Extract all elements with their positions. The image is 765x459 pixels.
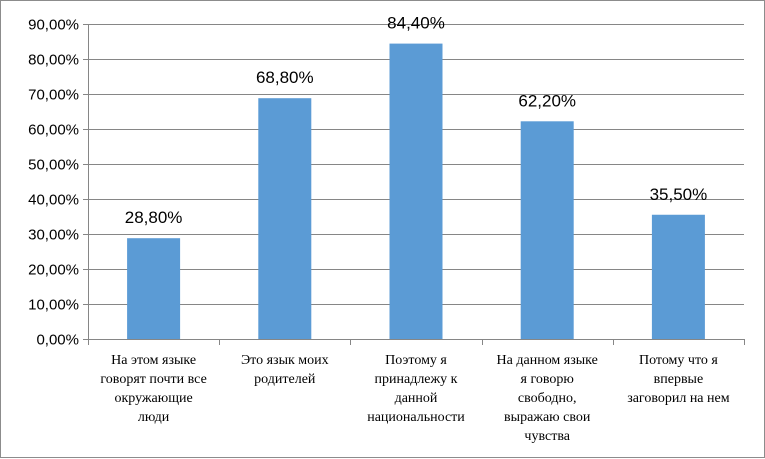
category-label: На этом языке говорят почти все окружающие…: [100, 353, 206, 425]
category-label-line: На данном языке: [497, 353, 598, 368]
data-label: 35,50%: [650, 185, 708, 204]
y-tick-label: 80,00%: [28, 52, 79, 69]
category-label-line: принадлежу к: [375, 372, 458, 387]
bar: [520, 121, 574, 339]
category-label-line: Это язык моих: [241, 353, 329, 368]
category-label-line: На этом языке: [111, 353, 196, 368]
y-tick-label: 60,00%: [28, 122, 79, 139]
y-tick-label: 40,00%: [28, 192, 79, 209]
category-label-line: данной: [395, 391, 438, 406]
category-label-line: Поэтому я: [385, 353, 447, 368]
category-label-line: свободно,: [518, 391, 577, 406]
y-tick-label: 20,00%: [28, 262, 79, 279]
category-label-line: национальности: [367, 410, 465, 425]
category-label-line: впервые: [654, 372, 704, 387]
bar: [258, 98, 312, 339]
bar: [651, 214, 705, 339]
category-label-line: говорят почти все: [100, 372, 206, 387]
category-label-line: родителей: [254, 372, 316, 387]
category-label-line: заговорил на нем: [627, 391, 730, 406]
category-label-line: я говорю: [521, 372, 574, 387]
y-tick-label: 10,00%: [28, 297, 79, 314]
category-label-line: окружающие: [114, 391, 192, 406]
data-label: 28,80%: [125, 208, 183, 227]
category-label: Это язык моих родителей: [241, 353, 329, 387]
y-tick-label: 0,00%: [36, 332, 79, 349]
bar: [127, 238, 181, 339]
category-label-line: люди: [138, 410, 170, 425]
y-tick-label: 70,00%: [28, 87, 79, 104]
category-label: Потому что я впервые заговорил на нем: [627, 353, 730, 406]
category-label-line: Потому что я: [639, 353, 718, 368]
category-label-line: чувства: [524, 429, 570, 444]
y-tick-label: 50,00%: [28, 157, 79, 174]
data-label: 68,80%: [256, 68, 314, 87]
category-label: На данном языке я говорю свободно, выражаю …: [497, 353, 598, 444]
data-label: 62,20%: [518, 91, 576, 110]
data-label: 84,40%: [387, 14, 445, 33]
category-label: Поэтому я принадлежу к данной национальност…: [367, 353, 465, 425]
y-tick-label: 30,00%: [28, 227, 79, 244]
category-label-line: выражаю свои: [504, 410, 591, 425]
bar: [389, 43, 443, 339]
y-tick-label: 90,00%: [28, 17, 79, 34]
